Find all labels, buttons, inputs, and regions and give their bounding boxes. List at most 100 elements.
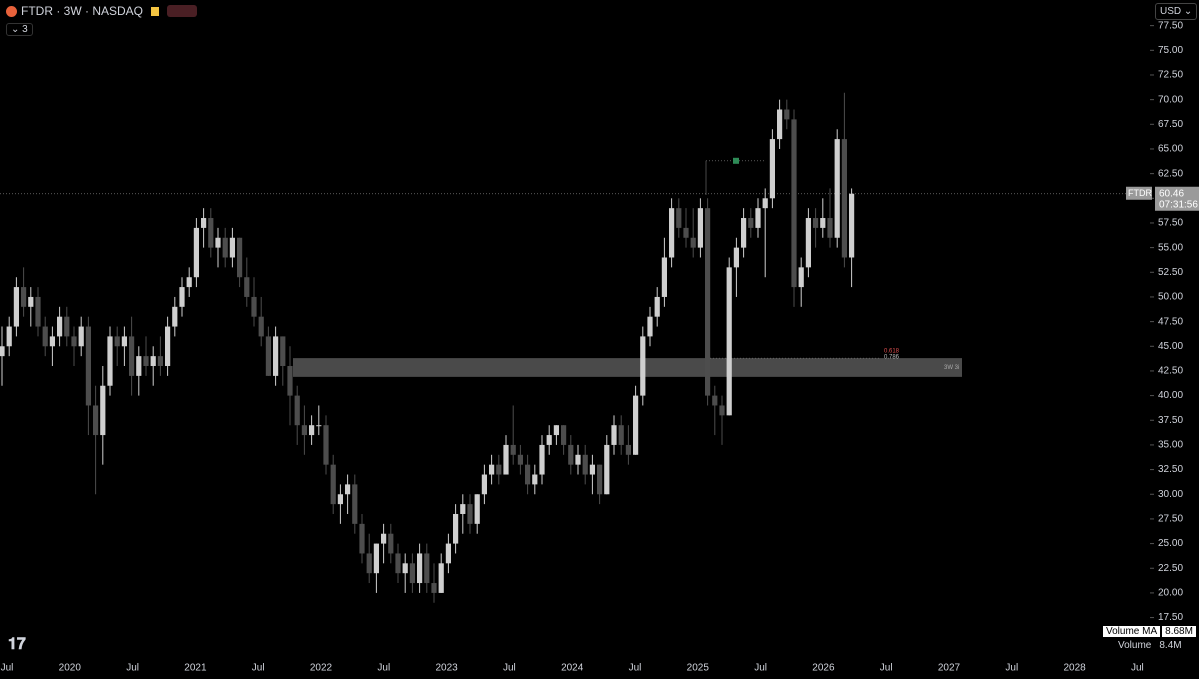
candle-body <box>813 218 819 228</box>
candle-body <box>633 395 639 455</box>
candle-body <box>143 356 149 367</box>
candle-body <box>13 287 19 327</box>
candle-body <box>280 336 286 367</box>
last-price: 60.46 <box>1159 188 1184 199</box>
candle-body <box>805 218 811 268</box>
candle-body <box>582 454 588 475</box>
candle-body <box>618 425 624 445</box>
candle-body <box>229 237 235 258</box>
symbol-header[interactable]: FTDR · 3W · NASDAQ <box>6 4 197 18</box>
candle-body <box>359 523 365 554</box>
candle-body <box>697 208 703 248</box>
candle-body <box>791 119 797 288</box>
candle-body <box>733 247 739 268</box>
candle-body <box>841 139 847 258</box>
candle-body <box>21 287 27 307</box>
candle-body <box>6 326 12 347</box>
candle-body <box>798 267 804 288</box>
candle-body <box>661 257 667 297</box>
candle-body <box>201 218 207 228</box>
candle-body <box>834 139 840 238</box>
x-tick-label: Jul <box>754 663 767 674</box>
candle-body <box>611 425 617 445</box>
candle-body <box>654 296 660 317</box>
y-tick-label: 70.00 <box>1158 94 1183 105</box>
candle-body <box>258 316 264 337</box>
candle-body <box>553 425 559 436</box>
candle-body <box>561 425 567 445</box>
y-tick-label: 22.50 <box>1158 563 1183 574</box>
y-tick-label: 65.00 <box>1158 144 1183 155</box>
candle-body <box>496 464 502 475</box>
currency-button[interactable]: USD ⌄ <box>1155 3 1198 20</box>
y-tick-label: 75.00 <box>1158 45 1183 56</box>
x-tick-label: 2023 <box>435 663 458 674</box>
candle-body <box>244 277 250 297</box>
badge <box>167 5 197 17</box>
candle-body <box>352 484 358 524</box>
candle-body <box>136 356 142 376</box>
y-tick-label: 37.50 <box>1158 415 1183 426</box>
candle-body <box>510 444 516 455</box>
y-tick-label: 25.00 <box>1158 538 1183 549</box>
candle-body <box>489 464 495 475</box>
last-price-bg <box>1155 186 1199 211</box>
y-tick-label: 42.50 <box>1158 366 1183 377</box>
candle-body <box>100 385 106 436</box>
x-tick-label: Jul <box>629 663 642 674</box>
candle-body <box>208 218 214 248</box>
candle-body <box>532 474 538 485</box>
y-tick-label: 32.50 <box>1158 464 1183 475</box>
candle-body <box>453 513 459 544</box>
candle-body <box>409 563 415 584</box>
x-tick-label: 2022 <box>310 663 333 674</box>
candle-body <box>424 553 430 584</box>
candle-body <box>748 218 754 228</box>
candle-body <box>301 425 307 436</box>
y-tick-label: 30.00 <box>1158 489 1183 500</box>
y-tick-label: 67.50 <box>1158 119 1183 130</box>
candle-body <box>85 326 91 406</box>
candle-body <box>395 553 401 574</box>
candle-body <box>784 109 790 120</box>
candle-body <box>388 533 394 554</box>
candle-body <box>93 405 99 436</box>
y-tick-label: 45.00 <box>1158 341 1183 352</box>
candle-body <box>640 336 646 396</box>
zone-label: 3W 3i <box>944 365 959 371</box>
candle-body <box>273 336 279 376</box>
indicator-toggle[interactable]: ⌄ 3 <box>6 23 33 36</box>
y-tick-label: 77.50 <box>1158 20 1183 31</box>
x-tick-label: 2028 <box>1063 663 1086 674</box>
candle-body <box>172 306 178 327</box>
candle-body <box>0 346 5 357</box>
candle-body <box>597 464 603 495</box>
candle-body <box>474 494 480 524</box>
x-tick-label: 2024 <box>561 663 584 674</box>
candle-body <box>726 267 732 416</box>
candle-body <box>467 504 473 524</box>
volume-legend: Volume 8.4M <box>1118 640 1182 651</box>
zone <box>293 358 962 377</box>
flag <box>151 6 159 16</box>
candle-body <box>323 425 329 465</box>
fib-label: 0.618 <box>884 349 900 355</box>
candle-body <box>35 296 41 327</box>
countdown: 07:31:56 <box>1159 199 1198 210</box>
candle-body <box>251 296 257 317</box>
candle-body <box>294 395 300 426</box>
candle-body <box>445 543 451 564</box>
x-tick-label: 2025 <box>687 663 710 674</box>
candle-body <box>150 356 156 367</box>
candle-body <box>460 504 466 514</box>
candle-body <box>381 533 387 544</box>
y-tick-label: 20.00 <box>1158 588 1183 599</box>
candle-body <box>366 553 372 574</box>
candle-body <box>186 277 192 288</box>
candle-body <box>517 454 523 465</box>
candle-body <box>28 296 34 307</box>
x-tick-label: 2021 <box>184 663 207 674</box>
y-tick-label: 27.50 <box>1158 514 1183 525</box>
candle-body <box>769 139 775 199</box>
